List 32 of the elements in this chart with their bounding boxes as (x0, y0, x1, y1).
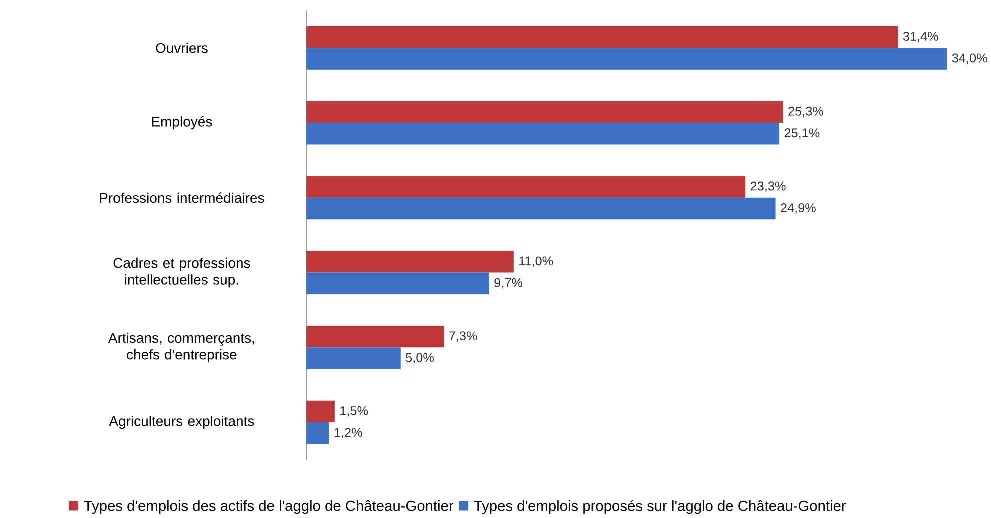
y-tick-label: Cadres et professions intellectuelles sup. (114, 258, 250, 288)
data-label: 25,3% (788, 106, 824, 118)
bar (306, 272, 490, 294)
data-label: 24,9% (781, 204, 816, 214)
data-label: 7,3% (450, 332, 478, 342)
data-label: 5,0% (406, 353, 434, 364)
legend-label: Types d'emplois proposés sur l'agglo de Château-Gontier (474, 500, 846, 514)
data-label: 9,7% (494, 278, 523, 289)
bar (306, 400, 335, 423)
bar (306, 348, 401, 370)
data-label: 34,0% (952, 54, 988, 64)
data-label: 1,5% (340, 406, 368, 417)
y-tick-label: Professions intermédiaires (100, 192, 264, 204)
bar (306, 101, 784, 124)
y-tick-label: Ouvriers (156, 42, 208, 54)
legend-label: Types d'emplois des actifs de l'agglo de Château-Gontier (84, 500, 454, 514)
bar (306, 198, 776, 220)
data-label: 25,1% (784, 128, 820, 140)
bar (306, 26, 898, 48)
y-tick-label: Agriculteurs exploitants (109, 416, 254, 430)
y-tick-label: Artisans, commerçants, chefs d'entreprise (108, 332, 254, 363)
data-label: 31,4% (903, 32, 938, 42)
data-label: 1,2% (334, 428, 362, 439)
data-label: 11,0% (520, 256, 554, 268)
bar (306, 422, 330, 444)
bar (306, 48, 948, 70)
y-tick-label: Employés (152, 116, 212, 130)
bar (306, 176, 746, 198)
bar (306, 123, 780, 145)
bar (306, 251, 514, 273)
data-label: 23,3% (750, 182, 786, 192)
bar (306, 326, 444, 348)
